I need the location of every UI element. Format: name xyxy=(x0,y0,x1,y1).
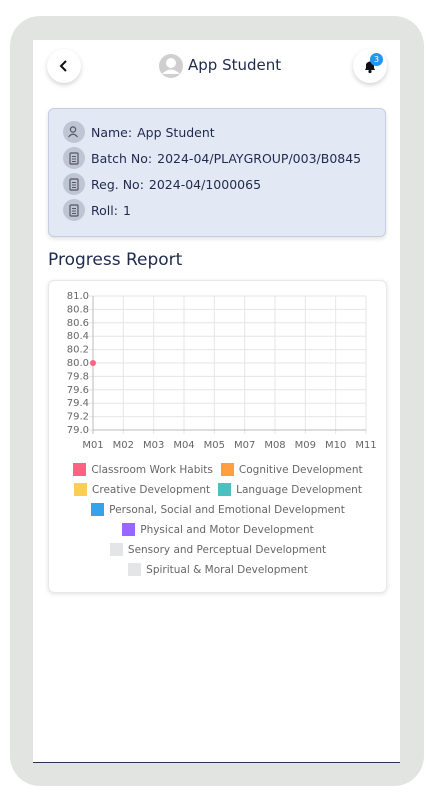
y-tick-label: 79.6 xyxy=(67,385,89,396)
legend-swatch xyxy=(74,483,88,496)
y-tick-label: 79.0 xyxy=(67,425,89,436)
legend-swatch xyxy=(220,463,234,476)
student-info-card: Name: App Student Batch No: 2024-04/PLAYGRO… xyxy=(48,108,386,237)
y-tick-label: 80.6 xyxy=(67,318,89,329)
back-icon xyxy=(59,60,67,72)
legend-swatch xyxy=(73,463,87,476)
info-icon xyxy=(63,121,85,143)
x-tick-label: M08 xyxy=(264,440,285,451)
info-value: App Student xyxy=(137,124,215,140)
y-tick-label: 79.8 xyxy=(67,371,89,382)
legend-label: Sensory and Perceptual Development xyxy=(127,543,327,556)
info-icon xyxy=(63,147,85,169)
back-button[interactable] xyxy=(47,49,81,83)
avatar xyxy=(159,54,183,78)
info-icon xyxy=(63,199,85,221)
legend: Classroom Work Habits Cognitive Developme… xyxy=(71,462,365,577)
info-label: Name: xyxy=(91,124,133,140)
legend-item[interactable]: Creative Development xyxy=(74,482,210,497)
legend-item[interactable]: Classroom Work Habits xyxy=(73,462,213,477)
legend-item[interactable]: Sensory and Perceptual Development xyxy=(109,542,327,557)
legend-label: Classroom Work Habits xyxy=(91,463,213,476)
legend-swatch xyxy=(128,563,142,576)
info-value: 2024-04/1000065 xyxy=(148,176,262,192)
data-point xyxy=(90,360,96,366)
x-tick-label: M05 xyxy=(204,440,225,451)
y-tick-label: 80.8 xyxy=(67,304,89,315)
y-tick-label: 79.4 xyxy=(67,398,89,409)
y-tick-label: 80.4 xyxy=(67,331,89,342)
legend-item[interactable]: Language Development xyxy=(218,482,362,497)
chart-card: 79.0 79.2 79.4 79.6 79.8 80.0 80.2 80.4 80.6 80.8… xyxy=(48,280,387,593)
info-row: Batch No: 2024-04/PLAYGROUP/003/B0845 xyxy=(63,147,361,169)
info-value: 2024-04/PLAYGROUP/003/B0845 xyxy=(157,150,362,166)
legend-label: Physical and Motor Development xyxy=(140,523,314,536)
legend-item[interactable]: Cognitive Development xyxy=(220,462,363,477)
legend-swatch xyxy=(218,483,232,496)
x-tick-label: M10 xyxy=(325,440,346,451)
legend-label: Personal, Social and Emotional Developme… xyxy=(109,503,345,516)
info-label: Reg. No: xyxy=(91,176,144,192)
notification-button[interactable] xyxy=(353,49,387,83)
info-label: Batch No: xyxy=(91,150,153,166)
y-tick-label: 80.0 xyxy=(67,358,89,369)
chart: 79.0 79.2 79.4 79.6 79.8 80.0 80.2 80.4 80.6 80.8… xyxy=(67,291,377,451)
x-tick-label: M11 xyxy=(355,440,376,451)
legend-item[interactable]: Physical and Motor Development xyxy=(122,522,314,537)
legend-item[interactable]: Personal, Social and Emotional Developme… xyxy=(91,502,345,517)
x-tick-label: M09 xyxy=(295,440,316,451)
legend-label: Spiritual & Moral Development xyxy=(146,563,308,576)
x-tick-label: M04 xyxy=(173,440,194,451)
y-tick-label: 81.0 xyxy=(67,291,89,302)
y-tick-label: 79.2 xyxy=(67,412,89,423)
legend-swatch xyxy=(109,543,123,556)
legend-swatch xyxy=(122,523,136,536)
x-tick-label: M01 xyxy=(82,440,103,451)
notification-badge: 3 xyxy=(370,53,383,66)
x-tick-label: M07 xyxy=(234,440,255,451)
x-tick-label: M03 xyxy=(143,440,164,451)
info-label: Roll: xyxy=(91,202,118,218)
legend-item[interactable]: Spiritual & Moral Development xyxy=(128,562,308,577)
info-icon xyxy=(63,173,85,195)
header-title: App Student xyxy=(188,56,282,74)
x-tick-label: M02 xyxy=(113,440,134,451)
y-tick-label: 80.2 xyxy=(67,345,89,356)
info-value: 1 xyxy=(122,202,131,218)
legend-label: Cognitive Development xyxy=(238,463,363,476)
info-row: Roll: 1 xyxy=(63,199,131,221)
legend-swatch xyxy=(91,503,105,516)
legend-label: Language Development xyxy=(236,483,362,496)
section-title: Progress Report xyxy=(48,250,183,270)
info-row: Reg. No: 2024-04/1000065 xyxy=(63,173,261,195)
info-row: Name: App Student xyxy=(63,121,215,143)
legend-label: Creative Development xyxy=(92,483,211,496)
